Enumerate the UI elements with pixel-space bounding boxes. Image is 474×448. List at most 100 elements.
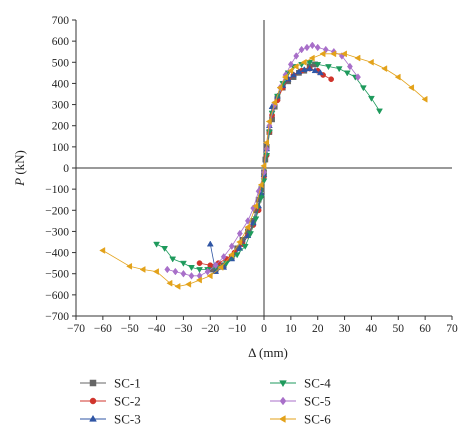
data-point-sc-6 (260, 162, 267, 170)
x-tick-label: 30 (339, 323, 351, 335)
data-point-sc-4 (252, 216, 260, 223)
legend: SC-1 SC-2 SC-3 SC-4 SC-5 SC-6 (80, 376, 331, 427)
data-point-sc-6 (276, 84, 283, 92)
legend-label-sc-5: SC-5 (304, 394, 331, 409)
data-point-sc-6 (367, 58, 374, 66)
data-point-sc-6 (330, 50, 337, 58)
series-sc-6 (99, 50, 428, 290)
y-tick-label: 600 (52, 36, 70, 48)
data-point-sc-2 (196, 260, 203, 266)
data-point-sc-4 (359, 85, 367, 92)
data-point-sc-6 (300, 58, 307, 66)
data-point-sc-6 (354, 54, 361, 62)
legend-item-sc-4: SC-4 (270, 376, 331, 391)
data-point-sc-6 (185, 280, 192, 288)
data-point-sc-6 (263, 139, 270, 147)
data-point-sc-5 (228, 242, 235, 251)
data-point-sc-6 (394, 73, 401, 81)
y-tick-label: 700 (52, 15, 70, 27)
data-point-sc-6 (340, 50, 347, 58)
data-point-sc-5 (164, 265, 171, 274)
data-point-sc-3 (290, 71, 297, 78)
data-point-sc-5 (204, 267, 211, 276)
y-axis-title-unit: (kN) (12, 150, 27, 178)
data-point-sc-6 (174, 282, 181, 290)
data-point-sc-4 (247, 231, 254, 238)
data-point-sc-6 (126, 262, 133, 270)
x-tick-label: 70 (446, 323, 458, 335)
x-tick-label: −20 (201, 323, 219, 335)
data-point-sc-6 (281, 73, 288, 81)
data-point-sc-3 (316, 69, 324, 76)
data-point-sc-5 (347, 62, 353, 71)
x-tick-label: −30 (174, 323, 192, 335)
data-point-sc-6 (252, 202, 259, 210)
y-axis-title: P (kN) (12, 150, 27, 187)
data-point-sc-4 (314, 62, 322, 69)
data-point-sc-3 (306, 65, 314, 71)
data-point-sc-6 (166, 279, 173, 287)
legend-marker-sc-4 (279, 380, 287, 388)
data-point-sc-5 (266, 121, 273, 130)
x-tick-label: 0 (261, 323, 267, 335)
legend-marker-sc-3 (89, 414, 97, 422)
data-point-sc-6 (319, 50, 326, 58)
data-point-sc-4 (169, 256, 177, 263)
y-tick-label: 200 (52, 121, 70, 133)
data-point-sc-4 (196, 267, 203, 274)
data-point-sc-4 (325, 64, 332, 71)
data-point-sc-2 (328, 76, 334, 83)
y-tick-label: −100 (45, 184, 69, 196)
y-tick-label: −600 (45, 290, 69, 302)
data-point-sc-5 (236, 229, 243, 238)
data-point-sc-4 (161, 246, 169, 252)
data-point-sc-6 (271, 99, 278, 106)
y-tick-label: 300 (52, 100, 70, 112)
data-point-sc-5 (212, 261, 219, 270)
legend-marker-sc-6 (278, 415, 286, 423)
y-tick-label: 400 (52, 78, 70, 90)
legend-item-sc-1: SC-1 (80, 376, 141, 391)
data-point-sc-5 (314, 43, 321, 52)
legend-label-sc-3: SC-3 (114, 412, 141, 427)
data-point-sc-6 (206, 272, 213, 280)
data-point-sc-5 (172, 267, 179, 276)
data-point-sc-4 (335, 66, 343, 73)
data-point-sc-4 (368, 95, 375, 102)
y-axis-title-symbol: P (12, 178, 27, 187)
y-tick-label: −200 (45, 205, 69, 217)
data-point-sc-4 (343, 70, 351, 77)
data-point-sc-5 (188, 272, 195, 280)
data-point-sc-4 (260, 178, 268, 185)
legend-marker-sc-1 (89, 379, 97, 387)
data-point-sc-4 (153, 241, 160, 248)
data-point-sc-5 (293, 52, 300, 60)
plot-area: −70 −60 −50 −40 −30 −20 −10 0 10 20 30 40 50 60 70−700… (45, 15, 458, 335)
data-point-sc-5 (298, 45, 305, 54)
data-point-sc-6 (195, 276, 202, 284)
data-point-sc-3 (300, 66, 308, 73)
data-point-sc-4 (376, 108, 383, 115)
x-tick-label: −50 (121, 323, 139, 335)
data-point-sc-6 (228, 251, 235, 259)
data-point-sc-4 (306, 59, 314, 66)
data-point-sc-6 (381, 65, 388, 73)
data-point-sc-6 (408, 84, 415, 92)
legend-item-sc-2: SC-2 (80, 394, 141, 409)
data-point-sc-5 (220, 253, 227, 261)
x-tick-label: −60 (94, 323, 112, 335)
legend-label-sc-4: SC-4 (304, 376, 331, 391)
legend-label-sc-6: SC-6 (304, 412, 331, 427)
data-point-sc-4 (233, 252, 241, 259)
data-point-sc-5 (180, 269, 187, 278)
data-point-sc-6 (152, 268, 159, 276)
y-tick-label: 100 (52, 142, 70, 154)
data-point-sc-3 (206, 240, 214, 247)
data-point-sc-6 (217, 263, 224, 271)
y-tick-label: −500 (45, 269, 69, 281)
data-point-sc-6 (308, 54, 315, 62)
y-tick-label: −300 (45, 226, 69, 238)
